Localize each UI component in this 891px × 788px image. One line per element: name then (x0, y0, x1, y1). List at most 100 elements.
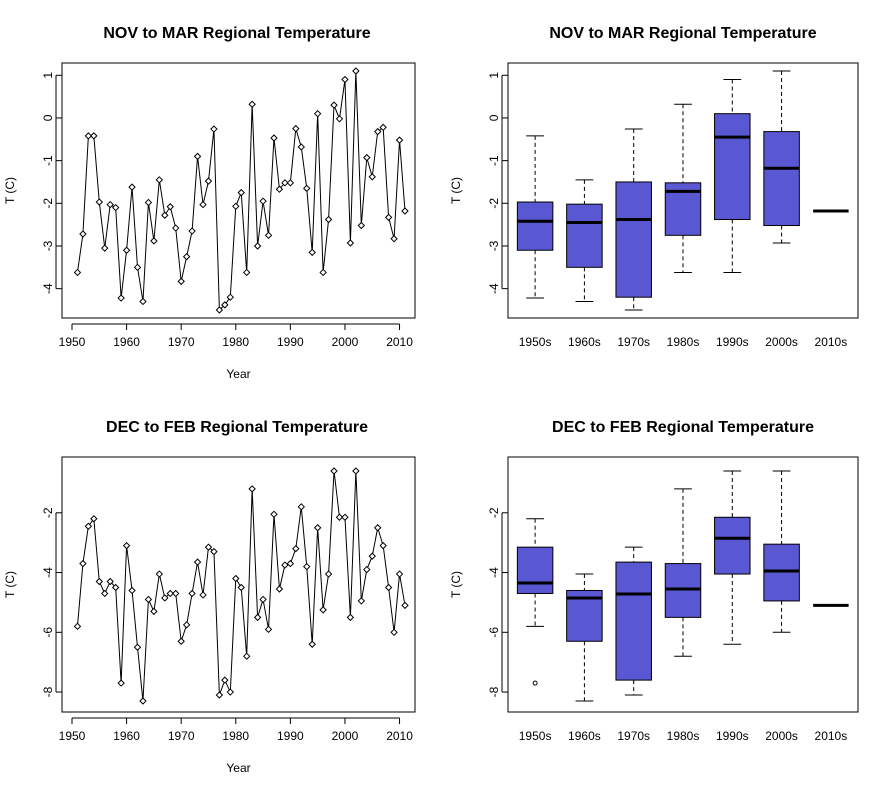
x-category-label: 1970s (617, 335, 650, 349)
data-point (133, 643, 142, 651)
data-point (242, 268, 251, 277)
plot-frame (507, 456, 859, 713)
data-point (264, 231, 273, 240)
x-tick-label: 2000 (332, 335, 359, 349)
data-point (363, 153, 371, 162)
y-tick-label: -6 (41, 627, 55, 638)
data-point (111, 583, 120, 592)
data-point (242, 652, 251, 660)
data-point (384, 583, 393, 592)
data-point (341, 513, 349, 521)
data-point (210, 125, 218, 133)
x-category-label: 1960s (568, 729, 601, 743)
data-point (221, 301, 229, 309)
data-point (390, 235, 398, 243)
data-point (352, 467, 360, 475)
data-point (111, 203, 120, 212)
data-point (199, 200, 207, 209)
data-point (221, 676, 229, 684)
data-point (292, 124, 300, 133)
data-point (308, 248, 316, 257)
data-point (286, 559, 295, 568)
data-point (144, 595, 153, 604)
y-tick-label: 1 (41, 72, 55, 79)
data-point (188, 589, 196, 598)
data-point (232, 202, 240, 210)
box-iqr (615, 561, 652, 681)
y-tick-label: -1 (41, 155, 55, 166)
x-tick-label: 1980 (222, 729, 249, 743)
data-point (264, 625, 273, 634)
x-category-label: 1960s (568, 335, 601, 349)
data-point (330, 467, 338, 475)
x-tick-label: 1950 (59, 729, 86, 743)
x-category-label: 1980s (667, 729, 700, 743)
data-point (253, 242, 262, 250)
data-point (237, 583, 245, 592)
x-tick-label: 2010 (386, 335, 413, 349)
outlier-point (532, 680, 538, 686)
data-point (128, 586, 136, 595)
x-category-label: 2000s (765, 335, 798, 349)
data-point (259, 595, 267, 604)
data-point (379, 541, 387, 550)
data-point (155, 176, 164, 184)
data-point (357, 597, 366, 605)
data-point (122, 541, 131, 550)
boxplot-panel-3: DEC to FEB Regional Temperature -2 -4 -6 -8 T… (449, 419, 859, 743)
data-point (341, 75, 349, 84)
data-point (286, 179, 295, 187)
y-axis-label: T (C) (449, 571, 463, 598)
data-point (101, 589, 109, 598)
data-point (248, 100, 256, 108)
data-point (237, 188, 245, 197)
y-tick-label: -4 (41, 283, 55, 294)
data-point (161, 594, 169, 602)
data-point (308, 640, 316, 648)
box-iqr (714, 516, 751, 575)
data-point (368, 552, 376, 560)
box-1990s (714, 79, 751, 273)
y-tick-label: 0 (41, 114, 55, 121)
data-point (259, 197, 267, 205)
data-point (346, 239, 355, 247)
data-point (79, 559, 87, 568)
data-point (117, 294, 125, 302)
y-tick-label: -2 (41, 198, 55, 209)
y-axis-label: T (C) (3, 571, 17, 598)
data-point (79, 230, 87, 238)
y-axis-label: T (C) (3, 177, 17, 204)
box-1980s (664, 488, 702, 657)
data-point (281, 561, 289, 569)
box-1970s (615, 128, 652, 311)
data-point (330, 101, 338, 109)
data-point (226, 688, 235, 696)
y-tick-label: -2 (41, 507, 55, 518)
box-iqr (615, 181, 652, 298)
x-tick-label: 2000 (332, 729, 359, 743)
data-point (193, 152, 202, 161)
data-point (232, 574, 240, 583)
data-point (270, 510, 278, 519)
data-point (204, 177, 213, 185)
box-iqr (763, 131, 800, 226)
data-point (395, 136, 404, 144)
x-tick-label: 2010 (386, 729, 413, 743)
x-category-label: 2010s (815, 729, 848, 743)
data-point (395, 570, 404, 578)
y-tick-label: -3 (487, 240, 501, 251)
data-point (275, 185, 284, 193)
data-point (270, 134, 278, 142)
data-point (357, 221, 366, 230)
y-tick-label: -8 (487, 686, 501, 697)
y-tick-label: -2 (487, 198, 501, 209)
data-point (319, 606, 327, 614)
data-point (352, 67, 360, 75)
data-point (90, 132, 98, 140)
y-tick-label: -1 (487, 155, 501, 166)
y-tick-label: -4 (487, 283, 501, 294)
box-iqr (516, 546, 554, 594)
plot-frame (507, 62, 859, 319)
box-2000s (763, 470, 800, 633)
data-point (303, 562, 311, 571)
